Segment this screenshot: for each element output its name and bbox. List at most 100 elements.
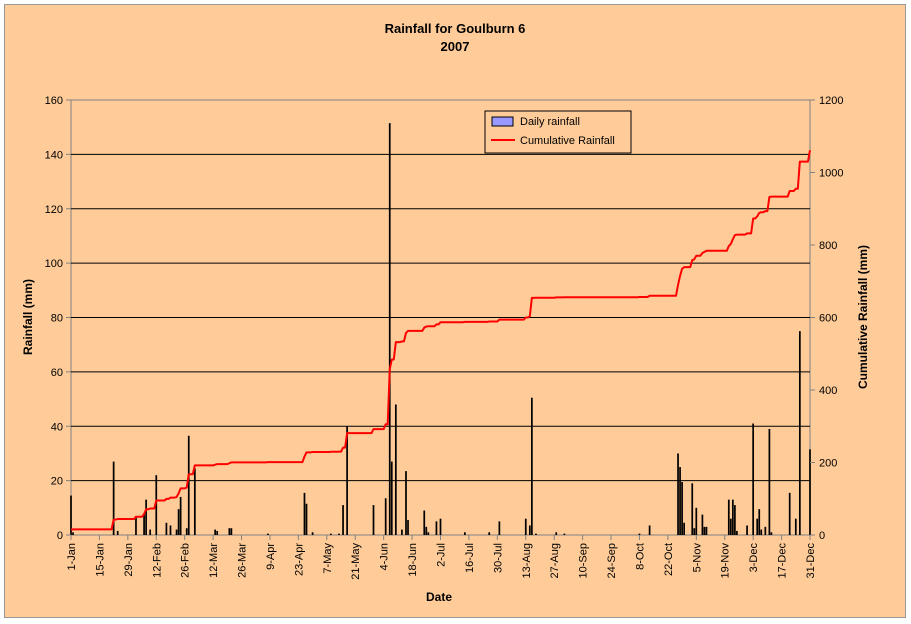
daily-rainfall-bar [729, 518, 732, 535]
daily-rainfall-bar [764, 526, 767, 535]
daily-rainfall-bar [169, 525, 172, 535]
daily-rainfall-bar [770, 532, 773, 535]
y-tick-label: 100 [45, 258, 63, 270]
daily-rainfall-bar [681, 481, 683, 535]
daily-rainfall-bar [530, 397, 533, 535]
x-axis-ticks: 1-Jan 15-Jan 29-Jan 12-Feb 26-Feb 12-Mar 26-Ma… [66, 535, 817, 580]
x-tick-label: 5-Nov [691, 543, 703, 573]
daily-rainfall-bar [214, 529, 217, 535]
x-tick-label: 15-Jan [94, 543, 106, 577]
x-tick-label: 23-Apr [293, 543, 305, 576]
y2-tick-label: 800 [819, 240, 837, 252]
daily-rainfall-bar [683, 522, 685, 535]
y2-tick-label: 600 [819, 313, 837, 325]
daily-rainfall-bar [228, 528, 231, 535]
daily-rainfall-bar [788, 492, 791, 535]
x-tick-label: 4-Jun [379, 543, 391, 571]
y-tick-label: 160 [45, 95, 63, 107]
daily-rainfall-bar [488, 532, 491, 535]
daily-rainfall-bar [116, 530, 119, 535]
daily-rainfall-bar [177, 509, 180, 535]
y-tick-label: 40 [51, 421, 63, 433]
daily-rainfall-bar [390, 461, 393, 535]
x-tick-label: 13-Aug [521, 543, 533, 578]
x-tick-label: 12-Feb [151, 543, 163, 578]
y2-tick-label: 1200 [819, 95, 843, 107]
daily-rainfall-bar [230, 528, 233, 535]
y2-tick-label: 0 [819, 530, 825, 542]
daily-rainfall-bar [746, 525, 748, 535]
daily-rainfall-bar [756, 518, 759, 535]
daily-rainfall-bar [734, 505, 736, 535]
y2-tick-label: 400 [819, 385, 837, 397]
daily-rainfall-bar [752, 423, 755, 535]
x-tick-label: 26-Mar [237, 543, 249, 578]
daily-rainfall-bar [311, 532, 314, 535]
x-tick-label: 3-Dec [748, 543, 760, 573]
daily-rainfall-bar [760, 529, 763, 535]
cumulative-line-group [70, 150, 811, 531]
daily-rainfall-bar [435, 521, 438, 535]
daily-rainfall-bar [638, 533, 641, 535]
chart-subtitle: 2007 [441, 39, 470, 54]
cumulative-rainfall-line [70, 150, 811, 531]
daily-rainfall-bar [155, 475, 158, 535]
daily-rainfall-bar [179, 496, 182, 535]
daily-rainfall-bar [727, 499, 730, 535]
legend-swatch-daily [491, 116, 514, 127]
daily-rainfall-bar [384, 498, 387, 535]
x-tick-label: 21-May [350, 543, 362, 580]
daily-rainfall-bar [175, 529, 178, 535]
daily-rainfall-bar [691, 483, 694, 535]
daily-rainfall-bar [70, 495, 72, 535]
daily-rainfall-bar [758, 509, 761, 535]
y-tick-label: 20 [51, 476, 63, 488]
daily-rainfall-bar [439, 518, 442, 535]
daily-rainfall-bar [303, 492, 306, 535]
daily-rainfall-bar [524, 518, 527, 535]
legend-label-daily: Daily rainfall [520, 116, 580, 128]
x-tick-label: 12-Mar [208, 543, 220, 578]
x-tick-label: 27-Aug [549, 543, 561, 578]
daily-rainfall-bar [555, 532, 558, 535]
daily-rainfall-bar [535, 533, 537, 535]
daily-rainfall-bar [187, 435, 190, 535]
daily-rainfall-bar [149, 529, 152, 535]
daily-rainfall-bar [72, 532, 74, 535]
daily-rainfall-bar [693, 528, 696, 535]
daily-rainfall-bar [305, 503, 308, 535]
x-tick-label: 26-Feb [180, 543, 192, 578]
daily-rainfall-bar [401, 529, 403, 535]
y-tick-label: 120 [45, 204, 63, 216]
y2-tick-label: 1000 [819, 168, 843, 180]
y-tick-label: 140 [45, 149, 63, 161]
daily-rainfall-bar [427, 532, 430, 535]
x-tick-label: 17-Dec [777, 543, 789, 579]
daily-rainfall-bar [798, 331, 801, 535]
x-tick-label: 1-Jan [66, 543, 78, 571]
x-tick-label: 16-Jul [464, 543, 476, 573]
daily-rainfall-bar [464, 532, 466, 535]
daily-rainfall-bar [388, 123, 391, 535]
x-tick-label: 8-Oct [634, 543, 646, 570]
daily-rainfall-bar [342, 505, 344, 535]
daily-rainfall-bar [731, 499, 734, 535]
daily-rainfall-bar [346, 426, 348, 535]
daily-rainfall-bar [701, 514, 704, 535]
daily-rainfall-bar [145, 499, 147, 535]
x-tick-label: 19-Nov [720, 543, 732, 579]
daily-rainfall-bar [193, 468, 196, 535]
x-axis-label: Date [426, 590, 452, 604]
daily-rainfall-bar [736, 530, 738, 535]
chart-frame: Rainfall for Goulburn 6 2007 0 20 40 60 80 10… [4, 4, 906, 618]
x-tick-label: 24-Sep [606, 543, 618, 578]
y-axis-label: Rainfall (mm) [21, 279, 35, 355]
daily-rainfall-bar [216, 530, 219, 535]
daily-rainfall-bar [563, 533, 566, 535]
y-tick-label: 0 [57, 530, 63, 542]
x-tick-label: 29-Jan [123, 543, 135, 577]
y-tick-label: 80 [51, 313, 63, 325]
y2-axis-label: Cumulative Rainfall (mm) [856, 245, 870, 389]
daily-rainfall-bar [112, 461, 115, 535]
x-tick-label: 9-Apr [265, 543, 277, 570]
